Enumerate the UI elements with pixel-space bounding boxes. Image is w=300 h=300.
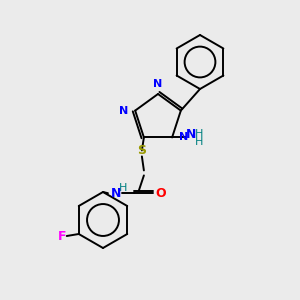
Text: F: F <box>58 230 66 242</box>
Text: H: H <box>195 137 203 147</box>
Text: N: N <box>153 79 163 89</box>
Text: N: N <box>111 187 121 200</box>
Text: H: H <box>119 183 127 194</box>
Text: N: N <box>179 132 188 142</box>
Text: H: H <box>195 129 203 140</box>
Text: O: O <box>156 187 166 200</box>
Text: N: N <box>119 106 128 116</box>
Text: S: S <box>137 144 146 157</box>
Text: N: N <box>186 128 196 141</box>
